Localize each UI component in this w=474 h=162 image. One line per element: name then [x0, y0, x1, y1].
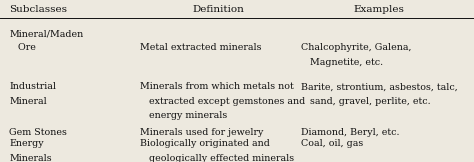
Text: Magnetite, etc.: Magnetite, etc.: [301, 58, 383, 67]
Text: Industrial: Industrial: [9, 82, 56, 91]
Text: Barite, strontium, asbestos, talc,: Barite, strontium, asbestos, talc,: [301, 82, 458, 91]
Text: Biologically originated and: Biologically originated and: [140, 139, 270, 148]
Text: Subclasses: Subclasses: [9, 5, 67, 14]
Text: Mineral: Mineral: [9, 97, 47, 106]
Text: extracted except gemstones and: extracted except gemstones and: [140, 97, 305, 106]
Text: Minerals from which metals not: Minerals from which metals not: [140, 82, 293, 91]
Text: Chalcophyrite, Galena,: Chalcophyrite, Galena,: [301, 43, 411, 52]
Text: Mineral/Maden: Mineral/Maden: [9, 29, 84, 38]
Text: Definition: Definition: [192, 5, 244, 14]
Text: geologically effected minerals: geologically effected minerals: [140, 154, 294, 162]
Text: Gem Stones: Gem Stones: [9, 128, 67, 137]
Text: Diamond, Beryl, etc.: Diamond, Beryl, etc.: [301, 128, 400, 137]
Text: Coal, oil, gas: Coal, oil, gas: [301, 139, 363, 148]
Text: energy minerals: energy minerals: [140, 111, 227, 120]
Text: Minerals used for jewelry: Minerals used for jewelry: [140, 128, 263, 137]
Text: Examples: Examples: [354, 5, 405, 14]
Text: sand, gravel, perlite, etc.: sand, gravel, perlite, etc.: [301, 97, 430, 106]
Text: Metal extracted minerals: Metal extracted minerals: [140, 43, 261, 52]
Text: Energy: Energy: [9, 139, 44, 148]
Text: Ore: Ore: [9, 43, 36, 52]
Text: Minerals: Minerals: [9, 154, 52, 162]
